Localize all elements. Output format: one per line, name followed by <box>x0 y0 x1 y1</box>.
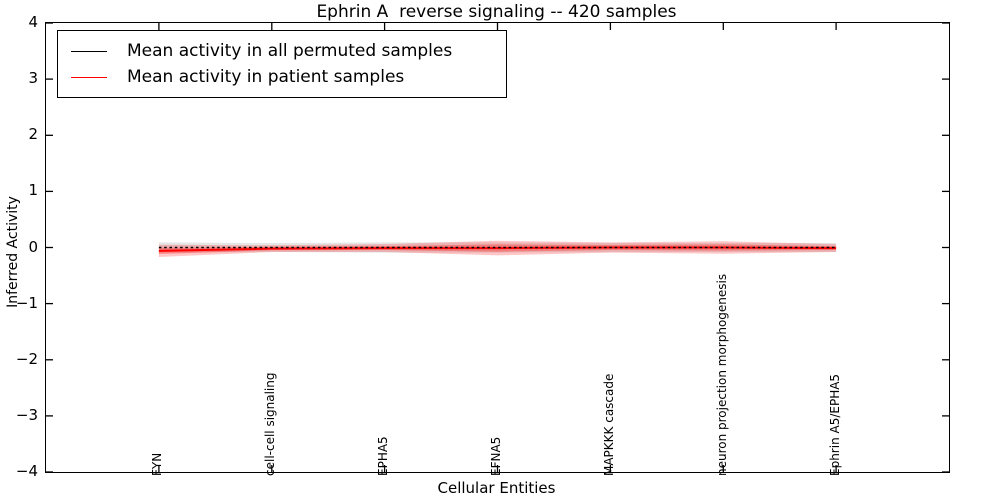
legend-label: Mean activity in patient samples <box>127 67 405 87</box>
x-tick-label: EFNA5 <box>489 436 503 476</box>
plot-canvas <box>46 23 949 472</box>
x-axis-label: Cellular Entities <box>437 479 556 497</box>
legend: Mean activity in all permuted samples Me… <box>57 30 507 98</box>
red-line-swatch <box>71 76 107 78</box>
y-tick-label: 4 <box>28 13 38 31</box>
x-tick-label: EPHA5 <box>376 436 391 476</box>
y-axis-label: Inferred Activity <box>5 196 21 308</box>
legend-entry-permuted: Mean activity in all permuted samples <box>58 38 506 64</box>
x-tick-label: MAPKKK cascade <box>601 373 616 476</box>
y-tick-label: −1 <box>15 293 38 312</box>
legend-entry-patient: Mean activity in patient samples <box>58 64 506 90</box>
x-tick-label: FYN <box>150 452 165 476</box>
x-tick-label: Ephrin A5/EPHA5 <box>827 373 842 476</box>
y-tick-label: −3 <box>15 405 38 424</box>
y-tick-label: 2 <box>28 125 38 144</box>
black-line-swatch <box>71 50 107 52</box>
y-tick-label: 1 <box>28 181 38 200</box>
y-tick-label: 3 <box>28 69 38 88</box>
legend-label: Mean activity in all permuted samples <box>127 41 453 61</box>
y-tick-label: −4 <box>15 462 38 480</box>
y-tick-label: 0 <box>28 237 38 256</box>
y-tick-label: −2 <box>15 349 38 368</box>
x-tick-label: neuron projection morphogenesis <box>714 273 729 476</box>
x-tick-label: cell-cell signaling <box>263 372 278 477</box>
chart-title: Ephrin A reverse signaling -- 420 sample… <box>316 2 677 22</box>
